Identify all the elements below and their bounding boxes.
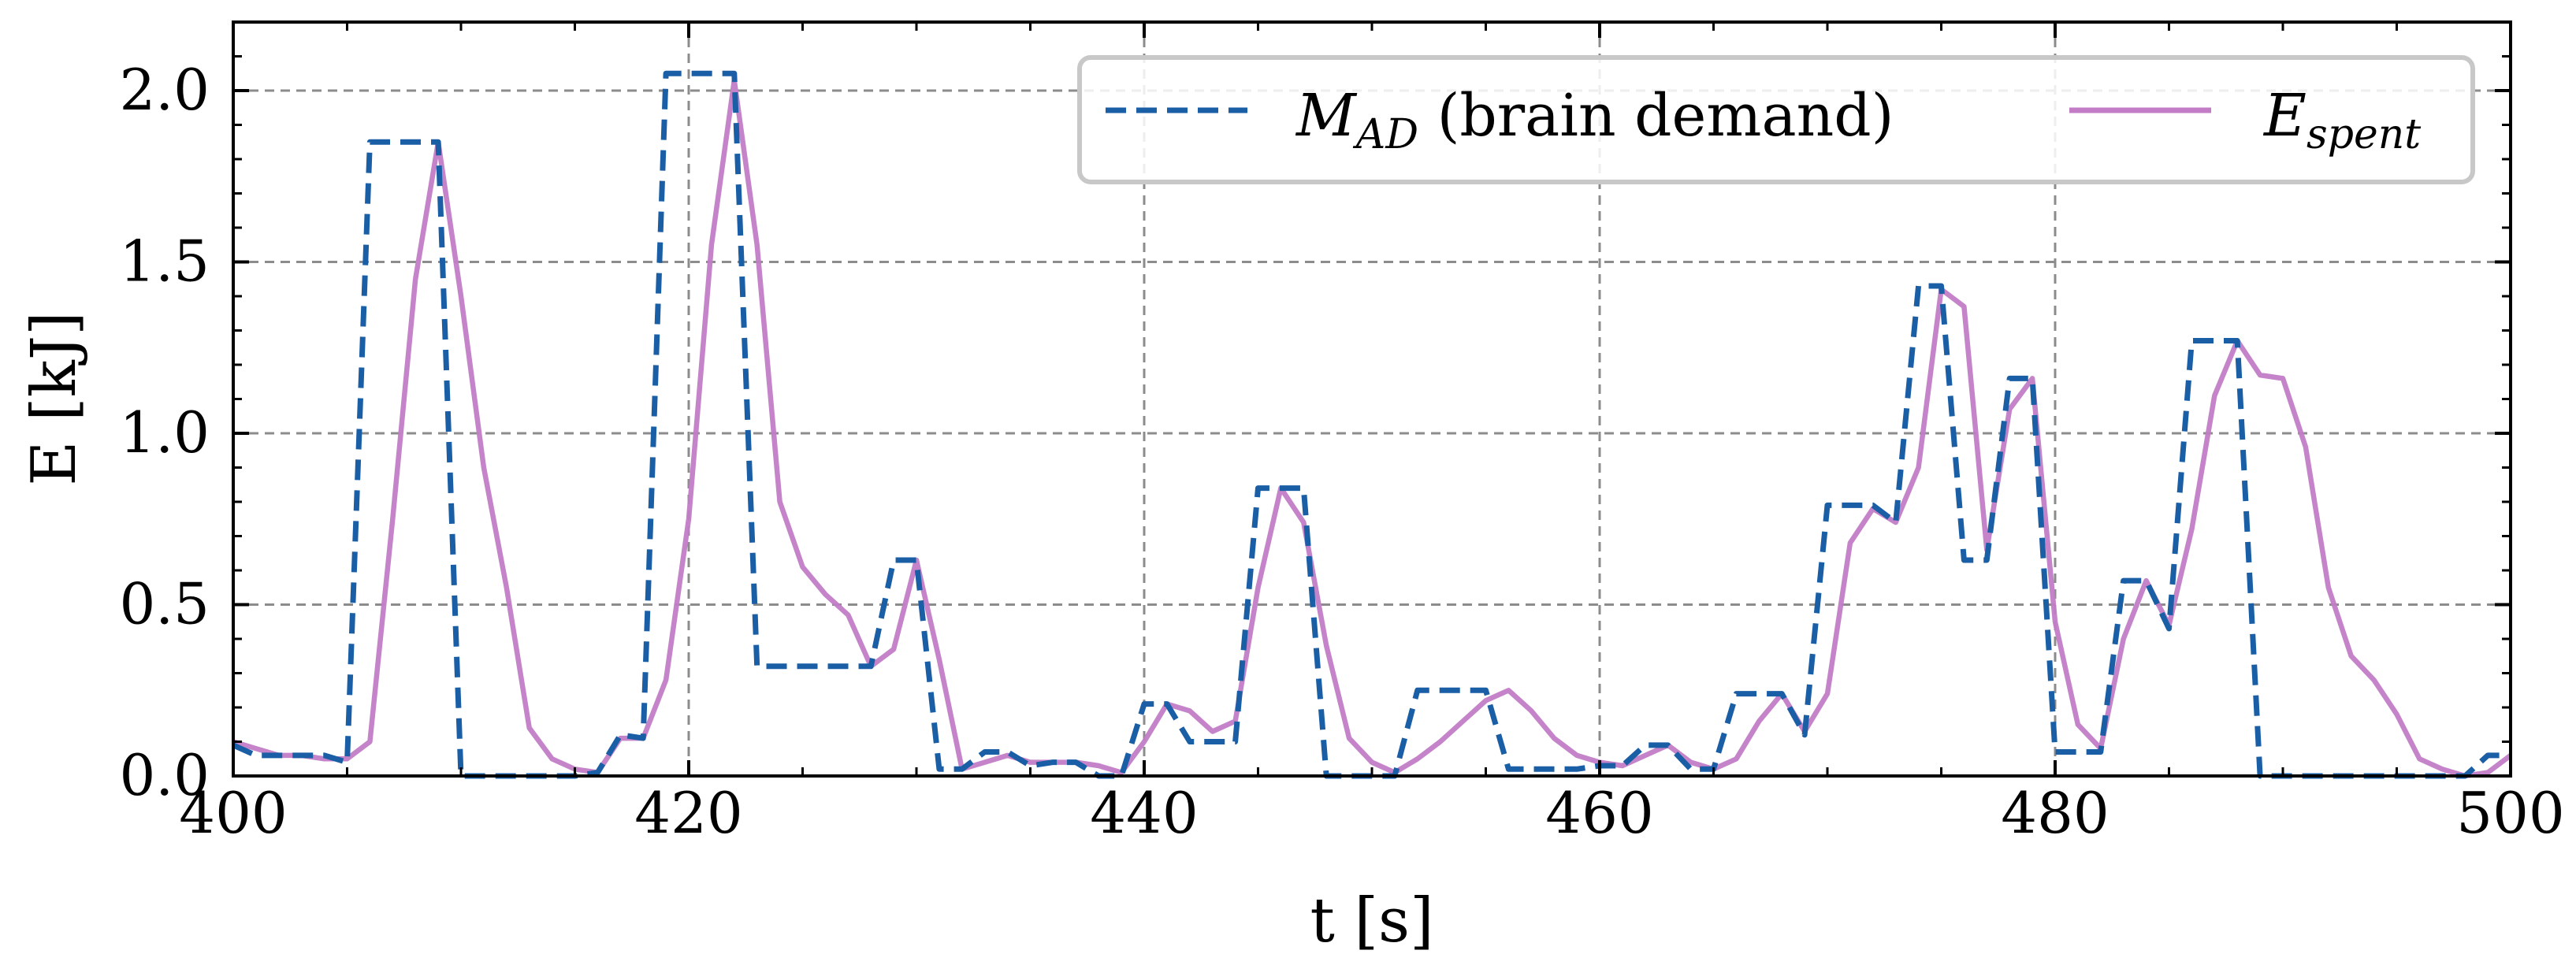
x-axis-label: t [s] (1310, 885, 1433, 956)
x-tick-label: 420 (634, 780, 742, 846)
legend: MAD (brain demand) Espent (1077, 55, 2475, 184)
legend-box (1077, 55, 2475, 184)
legend-mad-suffix: (brain demand) (1437, 82, 1894, 150)
legend-mad-sub: AD (1353, 111, 1418, 158)
legend-mad-space (1418, 82, 1437, 150)
series-line-espent (232, 77, 2512, 779)
x-tick-label: 440 (1090, 780, 1198, 846)
axis-ticks (232, 22, 2512, 778)
x-tick-label: 480 (2001, 780, 2109, 846)
legend-espent-main: E (2262, 82, 2307, 150)
y-axis-label: E [kJ] (19, 311, 90, 485)
legend-label-espent: Espent (2262, 82, 2421, 158)
y-tick-label: 1.5 (119, 228, 210, 295)
x-tick-label: 400 (179, 780, 287, 846)
y-tick-label: 2.0 (119, 57, 210, 123)
x-tick-label: 460 (1545, 780, 1653, 846)
x-tick-label: 500 (2456, 780, 2564, 846)
y-tick-label: 0.0 (119, 742, 210, 808)
legend-label-mad: MAD (brain demand) (1295, 82, 1894, 158)
y-tick-label: 0.5 (119, 571, 210, 637)
legend-mad-main: M (1295, 82, 1358, 150)
y-tick-label: 1.0 (119, 399, 210, 466)
tick-labels: 400 420 440 460 480 500 0.0 0.5 1.0 1.5 2.0 (119, 57, 2564, 846)
legend-espent-sub: spent (2307, 111, 2421, 158)
